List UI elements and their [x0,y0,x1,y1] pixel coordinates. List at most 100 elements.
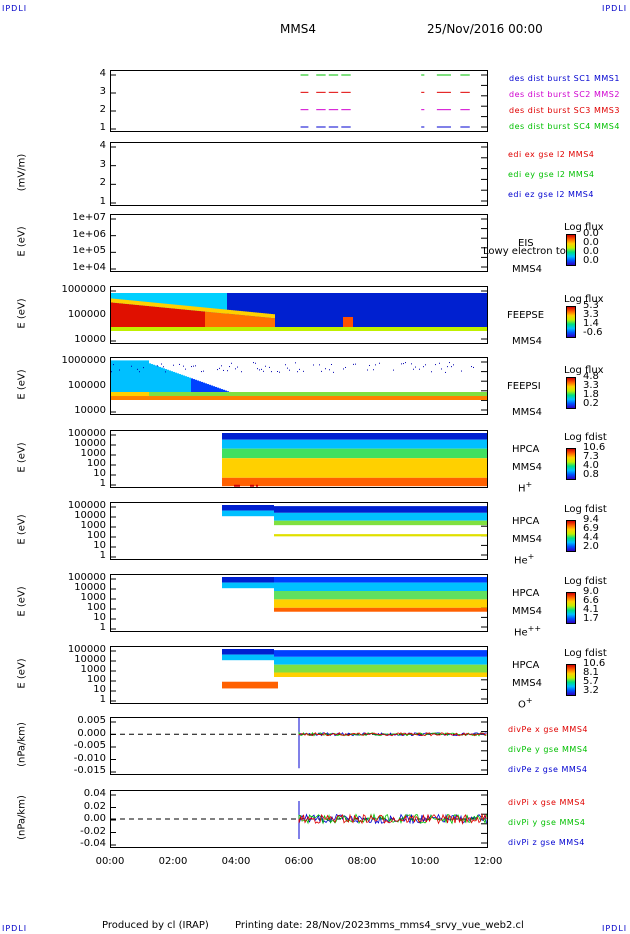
spectrogram-cell [129,396,131,400]
spectrogram-cell [137,368,138,370]
spectrogram-cell [476,534,478,537]
colorbar-tick: -0.6 [583,327,603,338]
spectrogram-cell [228,439,230,449]
spectrogram-cell [242,448,244,459]
spectrogram-cell [416,607,418,612]
spectrogram-cell [203,396,205,400]
spectrogram-cell [324,506,326,513]
spectrogram-cell [380,534,382,537]
spectrogram-cell [290,477,292,487]
spectrogram-cell [278,582,280,591]
spectrogram-cell [472,607,474,612]
spectrogram-cell [415,392,417,398]
spectrogram-cell [342,458,344,478]
spectrogram-cell [356,650,358,657]
spectrogram-cell [301,293,303,331]
spectrogram-cell [447,293,449,331]
spectrogram-cell [165,371,166,373]
spectrogram-cell [392,664,394,673]
spectrogram-cell [374,520,376,526]
spectrogram-cell [276,439,278,449]
spectrogram-cell [484,520,486,526]
spectrogram-cell [446,582,448,591]
spectrogram-cell [111,327,113,331]
panel-feepse [110,286,488,344]
spectrogram-cell [452,599,454,608]
y-tick-label: 10 [93,684,106,695]
spectrogram-cell [460,512,462,521]
spectrogram-cell [299,392,301,398]
spectrogram-cell [413,396,415,400]
spectrogram-cell [362,534,364,537]
spectrogram-cell [121,360,123,396]
spectrogram-cell [423,366,424,368]
spectrogram-cell [143,392,145,398]
spectrogram-cell [226,654,228,661]
spectrogram-cell [294,599,296,608]
spectrogram-cell [332,512,334,521]
spectrogram-cell [444,599,446,608]
spectrogram-cell [344,599,346,608]
spectrogram-cell [350,607,352,612]
spectrogram-cell [422,448,424,459]
spectrogram-cell [167,396,169,400]
spectrogram-cell [470,664,472,673]
spectrogram-cell [440,458,442,478]
spectrogram-cell [268,510,270,517]
spectrogram-cell [426,439,428,449]
spectrogram-cell [472,506,474,513]
spectrogram-cell [353,327,355,331]
spectrogram-cell [299,368,300,370]
spectrogram-cell [411,396,413,400]
spectrogram-cell [453,293,455,331]
spectrogram-cell [450,433,452,440]
spectrogram-cell [332,650,334,657]
colorbar-tick: 7.3 [583,451,599,462]
spectrogram-cell [440,656,442,665]
spectrogram-cell [464,458,466,478]
spectrogram-cell [115,392,117,398]
species-charge: ++ [527,624,542,633]
spectrogram-cell [232,654,234,661]
spectrogram-cell [207,327,209,331]
spectrogram-cell [402,591,404,600]
spectrogram-cell [296,577,298,583]
spectrogram-cell [312,512,314,521]
spectrogram-cell [347,293,349,331]
spectrogram-cell [358,477,360,487]
spectrogram-cell [185,327,187,331]
spectrogram-cell [157,306,159,331]
spectrogram-cell [362,656,364,665]
spectrogram-cell [434,506,436,513]
spectrogram-cell [478,672,480,677]
spectrogram-cell [393,396,395,400]
spectrogram-cell [438,448,440,459]
spectrogram-cell [418,477,420,487]
spectrogram-cell [418,599,420,608]
spectrogram-cell [436,534,438,537]
spectrogram-cell [442,477,444,487]
spectrogram-cell [131,360,133,396]
spectrogram-cell [235,314,237,331]
spectrogram-cell [402,607,404,612]
spectrogram-cell [121,299,123,304]
spectrogram-cell [288,650,290,657]
spectrogram-cell [305,396,307,400]
spectrogram-cell [183,392,185,398]
spectrogram-cell [278,512,280,521]
spectrogram-cell [324,607,326,612]
spectrogram-cell [314,591,316,600]
spectrogram-cell [424,534,426,537]
spectrogram-cell [350,458,352,478]
spectrogram-cell [181,374,183,396]
spectrogram-cell [223,309,225,314]
spectrogram-cell [443,396,445,400]
spectrogram-cell [454,607,456,612]
spectrogram-cell [291,396,293,400]
spectrogram-cell [249,315,251,331]
spectrogram-cell [440,512,442,521]
spectrogram-cell [264,681,266,689]
spectrogram-cell [418,582,420,591]
spectrogram-cell [444,591,446,600]
spectrogram-cell [400,433,402,440]
